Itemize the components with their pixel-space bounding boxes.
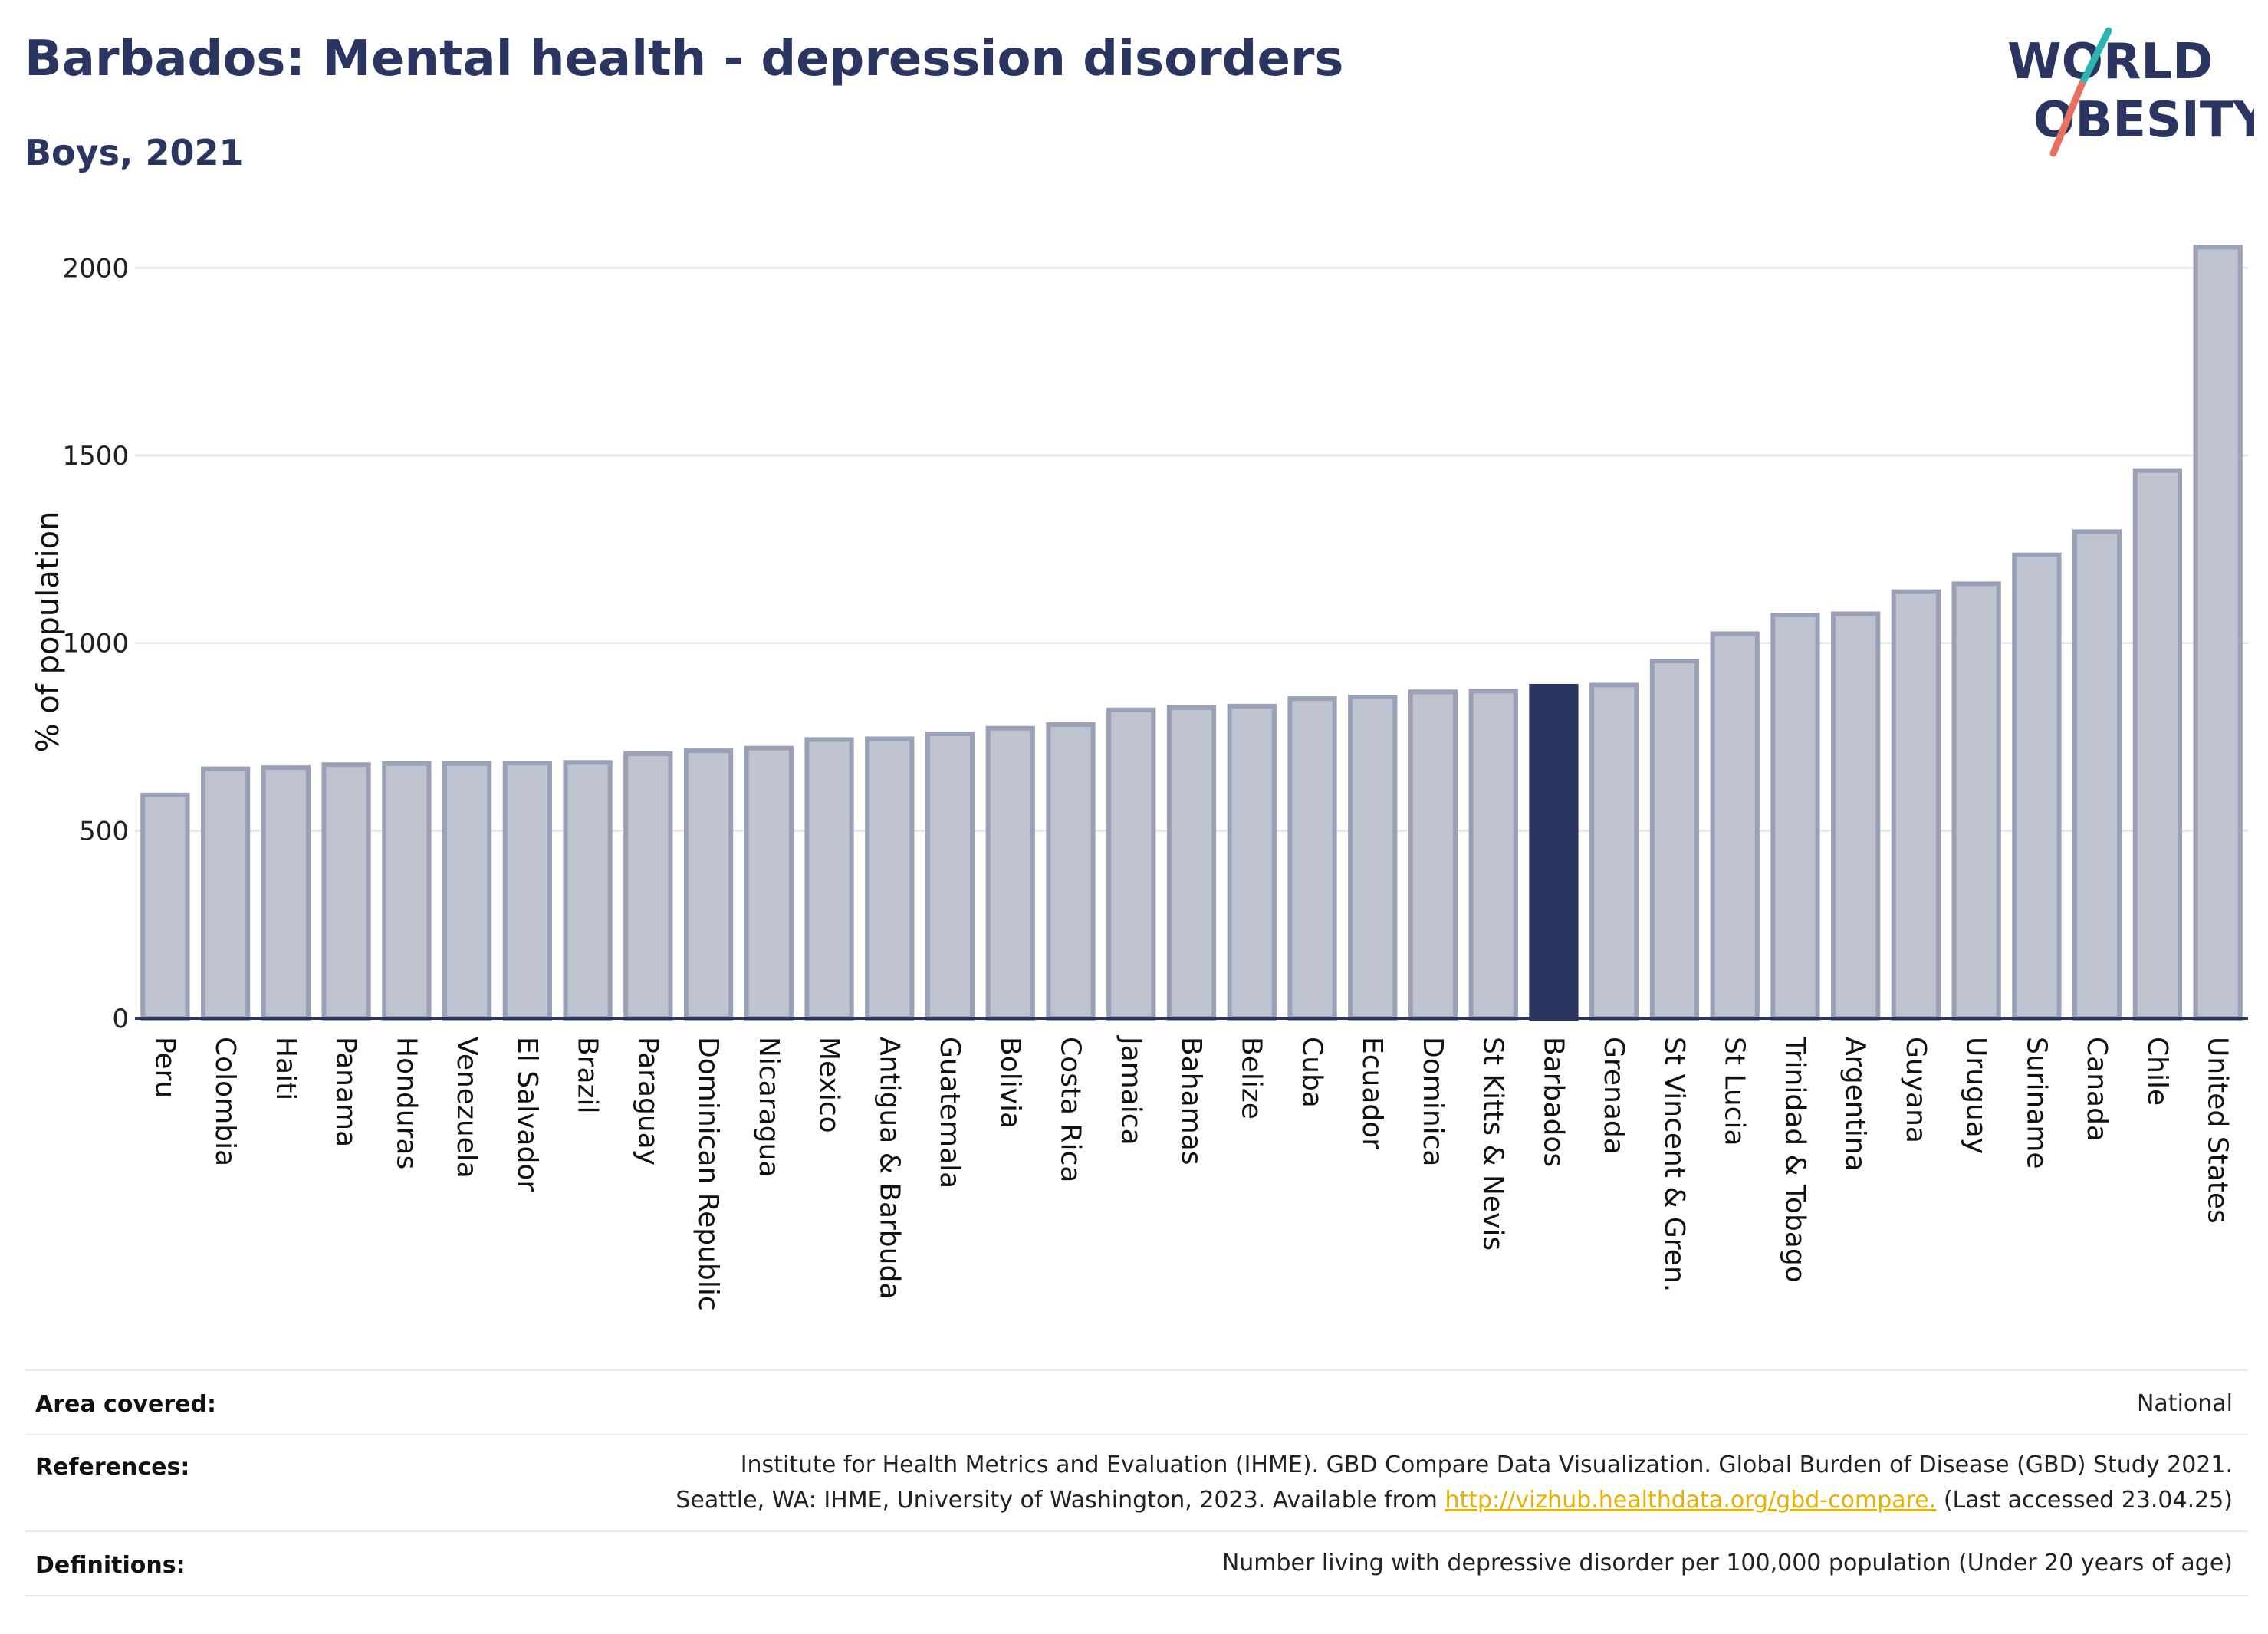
bar — [321, 762, 371, 1021]
references-link[interactable]: http://vizhub.healthdata.org/gbd-compare… — [1445, 1487, 1937, 1514]
y-tick-label: 500 — [79, 816, 129, 847]
bar — [985, 725, 1035, 1021]
bar — [2193, 245, 2243, 1021]
x-tick-label: Dominica — [1417, 1037, 1448, 1167]
x-tick-label: Uruguay — [1961, 1037, 1992, 1154]
footer-divider — [25, 1530, 2248, 1532]
footer-divider — [25, 1434, 2248, 1435]
x-tick-label: Barbados — [1537, 1037, 1569, 1167]
x-tick-label: Paraguay — [632, 1037, 663, 1165]
bar — [925, 732, 975, 1021]
references-line1: Institute for Health Metrics and Evaluat… — [740, 1452, 2233, 1478]
x-tick-label: Canada — [2081, 1037, 2112, 1142]
x-tick-label: Brazil — [572, 1037, 603, 1113]
y-axis-title: % of population — [31, 511, 66, 753]
logo-slash-bottom — [2049, 81, 2086, 157]
x-tick-label: Panama — [330, 1037, 362, 1147]
definitions-value: Number living with depressive disorder p… — [1221, 1550, 2233, 1576]
bar — [140, 792, 190, 1021]
bar — [563, 760, 613, 1021]
definitions-label: Definitions: — [35, 1552, 186, 1579]
x-tick-label: Guatemala — [934, 1037, 965, 1189]
x-tick-label: Cuba — [1296, 1037, 1327, 1108]
bar — [2072, 529, 2122, 1021]
bar — [1408, 689, 1458, 1021]
bar — [623, 751, 673, 1021]
references-suffix: (Last accessed 23.04.25) — [1936, 1487, 2233, 1514]
bar — [2132, 468, 2183, 1021]
x-tick-label: Nicaragua — [753, 1037, 784, 1177]
logo-text-line1: WORLD — [2007, 34, 2213, 90]
area-covered-value: National — [2136, 1390, 2233, 1417]
bar — [382, 761, 432, 1021]
x-tick-label: Venezuela — [451, 1037, 482, 1179]
y-tick-label: 0 — [112, 1004, 129, 1034]
x-tick-label: Costa Rica — [1055, 1037, 1086, 1182]
references-label: References: — [35, 1454, 190, 1481]
x-tick-label: St Lucia — [1719, 1037, 1750, 1146]
x-tick-label: Peru — [149, 1037, 180, 1098]
bar — [1287, 696, 1337, 1021]
bar — [865, 736, 915, 1021]
bar — [1770, 612, 1820, 1021]
chart-subtitle: Boys, 2021 — [25, 132, 244, 173]
x-tick-label: Mexico — [814, 1037, 845, 1133]
bar — [683, 748, 734, 1021]
bar — [744, 745, 794, 1021]
bar — [1468, 689, 1518, 1021]
chart-title: Barbados: Mental health - depression dis… — [25, 31, 1344, 87]
footer-divider — [25, 1369, 2248, 1371]
bar — [2012, 552, 2062, 1021]
bar — [1891, 589, 1941, 1021]
references-prefix: Seattle, WA: IHME, University of Washing… — [675, 1487, 1445, 1514]
y-tick-label: 2000 — [62, 253, 129, 284]
x-tick-label: Chile — [2141, 1037, 2173, 1106]
x-tick-label: Belize — [1236, 1037, 1267, 1119]
x-tick-label: Ecuador — [1356, 1037, 1388, 1149]
area-covered-label: Area covered: — [35, 1391, 216, 1418]
bar — [1710, 631, 1760, 1021]
bar — [1649, 659, 1700, 1021]
bar — [502, 761, 552, 1021]
bar — [1227, 703, 1277, 1021]
bar — [1589, 682, 1639, 1021]
x-tick-label: Suriname — [2020, 1037, 2052, 1169]
x-tick-label: Trinidad & Tobago — [1779, 1036, 1810, 1283]
x-tick-label: Bahamas — [1175, 1037, 1207, 1165]
bar — [1166, 705, 1217, 1021]
x-tick-label: Argentina — [1839, 1037, 1871, 1172]
bar-highlight — [1529, 683, 1579, 1021]
x-tick-label: El Salvador — [511, 1037, 543, 1192]
bar-chart: 0 500 1000 1500 2000 % of population Peru Colom… — [31, 245, 2248, 1311]
bar — [1106, 707, 1156, 1021]
x-tick-label: Antigua & Barbuda — [873, 1037, 905, 1299]
y-tick-label: 1000 — [62, 629, 129, 659]
references-line2: Seattle, WA: IHME, University of Washing… — [675, 1483, 2233, 1518]
x-tick-label: Colombia — [209, 1037, 241, 1166]
bar — [261, 765, 311, 1021]
x-tick-label: Honduras — [390, 1037, 422, 1169]
bar — [442, 761, 492, 1021]
world-obesity-logo: WORLD OBESITY — [2007, 27, 2254, 157]
bar — [804, 737, 854, 1021]
bar — [1046, 722, 1096, 1021]
x-tick-label: United States — [2202, 1037, 2233, 1224]
bar — [200, 766, 251, 1021]
logo-slash-top — [2078, 27, 2112, 88]
references-value: Institute for Health Metrics and Evaluat… — [675, 1448, 2233, 1518]
x-tick-label: Haiti — [270, 1037, 301, 1100]
bar — [1951, 581, 2001, 1021]
x-tick-label: Jamaica — [1115, 1035, 1146, 1146]
x-tick-label: St Vincent & Gren. — [1658, 1037, 1690, 1292]
x-tick-label: Dominican Republic — [692, 1037, 724, 1311]
x-tick-label: St Kitts & Nevis — [1477, 1037, 1509, 1251]
x-tick-label: Bolivia — [994, 1037, 1026, 1129]
footer-divider — [25, 1595, 2248, 1596]
bar — [1348, 695, 1398, 1021]
x-tick-label: Grenada — [1598, 1037, 1629, 1155]
x-tick-label: Guyana — [1900, 1037, 1931, 1143]
y-tick-label: 1500 — [62, 441, 129, 472]
bar — [1831, 611, 1881, 1021]
